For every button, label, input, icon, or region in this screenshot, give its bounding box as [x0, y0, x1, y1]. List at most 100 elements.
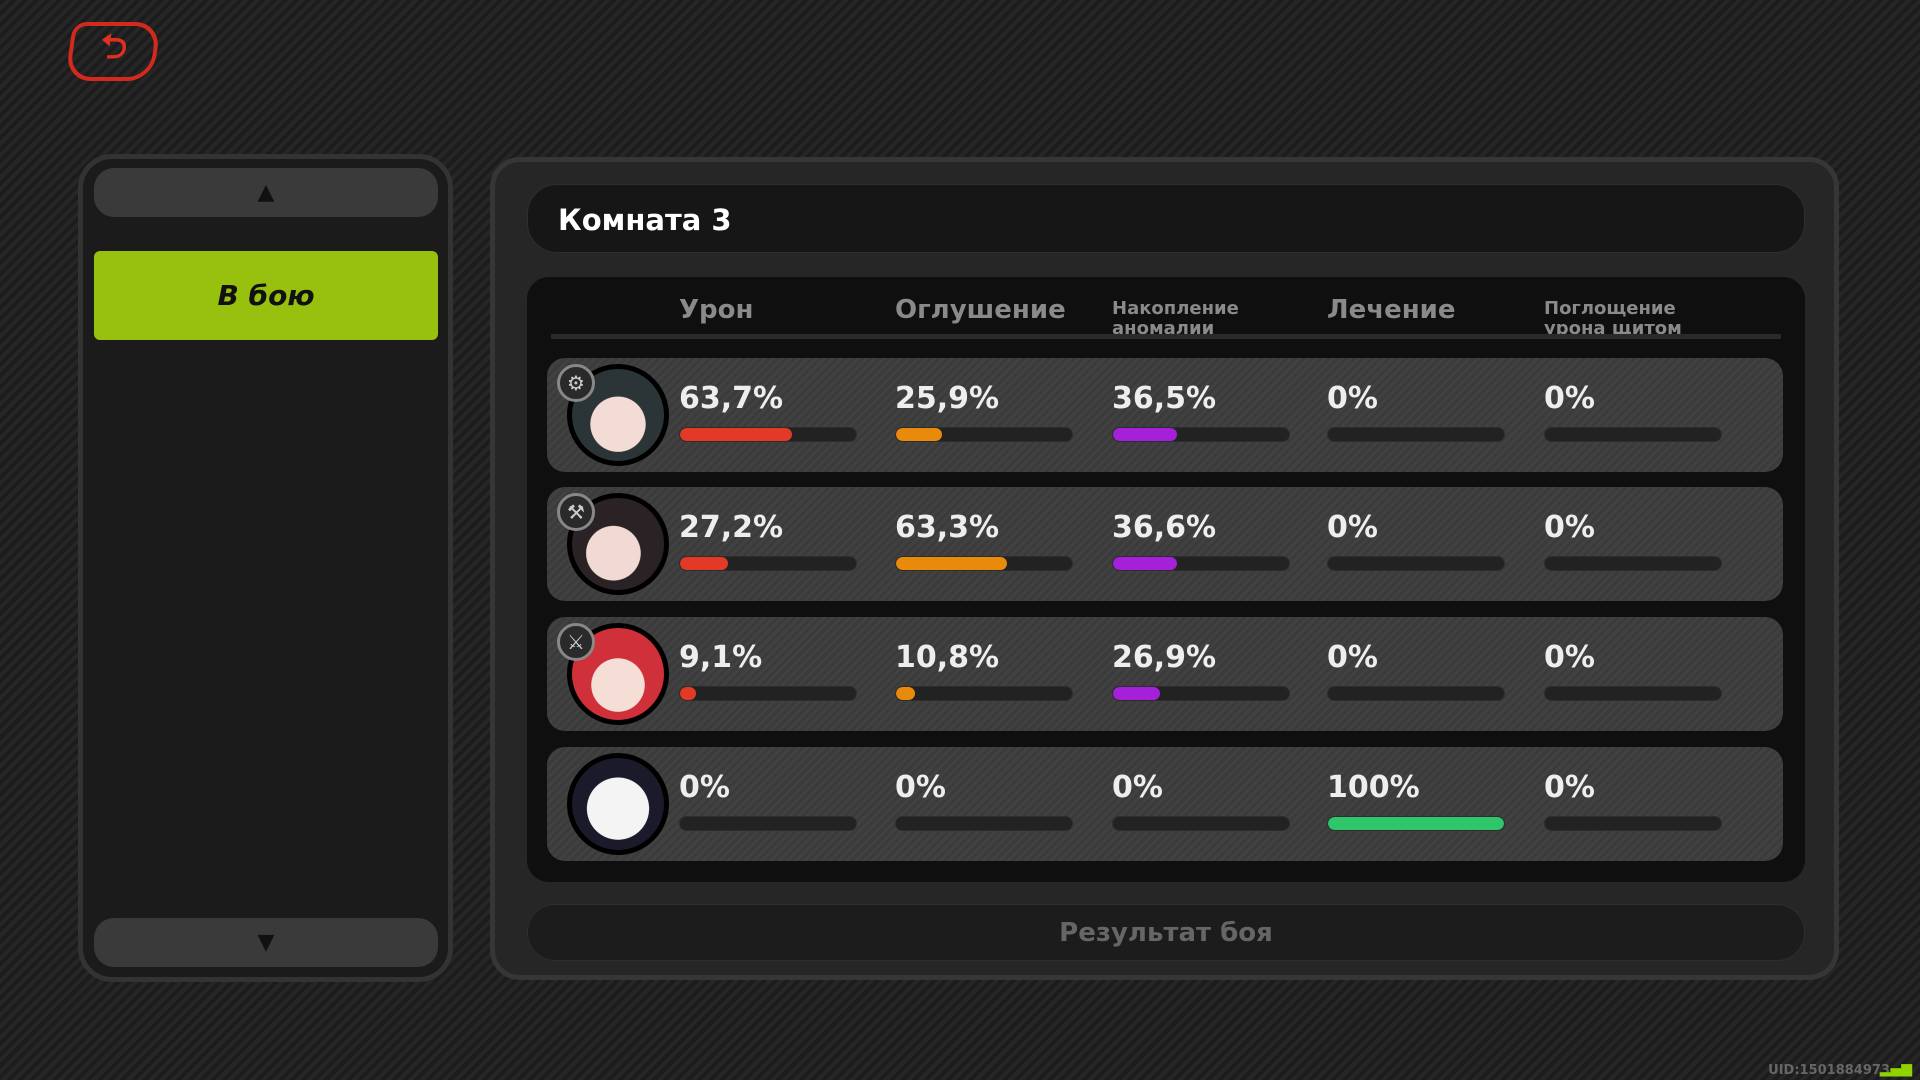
stat-cell: 63,3%	[895, 513, 1073, 571]
stat-cell: 0%	[1112, 773, 1290, 831]
stats-table: Урон Оглушение Накопление аномалии Лечен…	[527, 277, 1805, 882]
stat-bar-fill	[1113, 687, 1161, 700]
stats-panel: Комната 3 Урон Оглушение Накопление аном…	[490, 157, 1839, 980]
header-damage: Урон	[679, 295, 754, 325]
stat-cell: 0%	[1327, 384, 1505, 442]
chevron-down-icon: ▼	[257, 930, 275, 955]
stat-value: 0%	[1327, 381, 1378, 416]
stat-bar	[1327, 556, 1505, 571]
stat-bar	[1112, 816, 1290, 831]
agent-avatar	[567, 753, 669, 855]
sidebar-item-in-battle[interactable]: В бою	[94, 251, 438, 340]
stat-cell: 0%	[1544, 384, 1722, 442]
stat-value: 0%	[1544, 381, 1595, 416]
header-healing: Лечение	[1327, 295, 1456, 325]
stat-bar	[679, 816, 857, 831]
stat-bar	[1112, 686, 1290, 701]
uid-label: UID:1501884973	[1768, 1063, 1890, 1078]
stat-bar	[895, 427, 1073, 442]
stat-value: 63,3%	[895, 510, 1000, 545]
stat-bar-fill	[680, 557, 728, 570]
stat-value: 26,9%	[1112, 640, 1217, 675]
battle-result-label: Результат боя	[1059, 917, 1273, 948]
signal-icon: ▂▄▆	[1879, 1061, 1912, 1077]
stat-cell: 0%	[895, 773, 1073, 831]
stun-icon: ⚒	[557, 493, 595, 531]
stat-bar	[1544, 556, 1722, 571]
stat-bar	[679, 686, 857, 701]
stat-cell: 63,7%	[679, 384, 857, 442]
back-button[interactable]: ⮌	[64, 22, 162, 81]
header-anomaly: Накопление аномалии	[1112, 298, 1239, 339]
stat-value: 0%	[1544, 640, 1595, 675]
stat-value: 25,9%	[895, 381, 1000, 416]
header-divider	[551, 334, 1781, 339]
header-shield: Поглощение урона щитом	[1544, 298, 1682, 339]
stat-cell: 27,2%	[679, 513, 857, 571]
page-title: Комната 3	[558, 203, 732, 237]
stat-bar-fill	[896, 557, 1008, 570]
stat-bar	[895, 556, 1073, 571]
sidebar-item-label: В бою	[217, 279, 315, 312]
stat-bar	[1112, 556, 1290, 571]
attack-icon: ⚔	[557, 623, 595, 661]
room-list-panel: ▲ В бою ▼	[78, 154, 453, 982]
agent-row: ⚒ 27,2% 63,3% 36,6% 0% 0%	[547, 487, 1783, 601]
stat-cell: 10,8%	[895, 643, 1073, 701]
stat-cell: 0%	[1327, 643, 1505, 701]
stat-bar-fill	[1113, 428, 1178, 441]
stat-bar	[679, 427, 857, 442]
stat-value: 0%	[1327, 640, 1378, 675]
stat-cell: 0%	[1544, 513, 1722, 571]
stat-bar-fill	[896, 428, 942, 441]
agent-row: ⚔ 9,1% 10,8% 26,9% 0% 0%	[547, 617, 1783, 731]
stat-value: 0%	[1112, 770, 1163, 805]
stat-bar	[1327, 686, 1505, 701]
header-daze: Оглушение	[895, 295, 1066, 325]
scroll-up-button[interactable]: ▲	[94, 168, 438, 217]
stat-cell: 25,9%	[895, 384, 1073, 442]
stat-cell: 0%	[1327, 513, 1505, 571]
agent-row: ⚙ 63,7% 25,9% 36,5% 0% 0%	[547, 358, 1783, 472]
stat-bar	[1327, 816, 1505, 831]
stat-bar	[1327, 427, 1505, 442]
stat-value: 27,2%	[679, 510, 784, 545]
stat-bar-fill	[680, 428, 793, 441]
stat-bar-fill	[1328, 817, 1504, 830]
title-bar: Комната 3	[527, 184, 1805, 253]
stat-cell: 0%	[679, 773, 857, 831]
stat-value: 9,1%	[679, 640, 763, 675]
stat-value: 63,7%	[679, 381, 784, 416]
stat-bar	[1112, 427, 1290, 442]
stat-bar	[895, 686, 1073, 701]
stat-value: 36,6%	[1112, 510, 1217, 545]
stat-cell: 26,9%	[1112, 643, 1290, 701]
stat-bar-fill	[1113, 557, 1178, 570]
stat-value: 0%	[679, 770, 730, 805]
stat-cell: 0%	[1544, 643, 1722, 701]
stat-cell: 0%	[1544, 773, 1722, 831]
stat-cell: 9,1%	[679, 643, 857, 701]
stat-bar	[1544, 686, 1722, 701]
stat-value: 0%	[1544, 510, 1595, 545]
stat-value: 0%	[1544, 770, 1595, 805]
scroll-down-button[interactable]: ▼	[94, 918, 438, 967]
back-arrow-icon: ⮌	[97, 27, 131, 67]
anomaly-icon: ⚙	[557, 364, 595, 402]
stat-cell: 100%	[1327, 773, 1505, 831]
stat-cell: 36,5%	[1112, 384, 1290, 442]
stat-bar	[1544, 427, 1722, 442]
stat-bar-fill	[896, 687, 915, 700]
battle-result-button[interactable]: Результат боя	[527, 904, 1805, 961]
stat-value: 0%	[1327, 510, 1378, 545]
stat-value: 36,5%	[1112, 381, 1217, 416]
stat-bar	[895, 816, 1073, 831]
stat-cell: 36,6%	[1112, 513, 1290, 571]
stat-bar	[1544, 816, 1722, 831]
stat-value: 10,8%	[895, 640, 1000, 675]
stat-value: 0%	[895, 770, 946, 805]
stat-bar-fill	[680, 687, 697, 700]
stat-bar	[679, 556, 857, 571]
stat-value: 100%	[1327, 770, 1420, 805]
chevron-up-icon: ▲	[257, 180, 275, 205]
